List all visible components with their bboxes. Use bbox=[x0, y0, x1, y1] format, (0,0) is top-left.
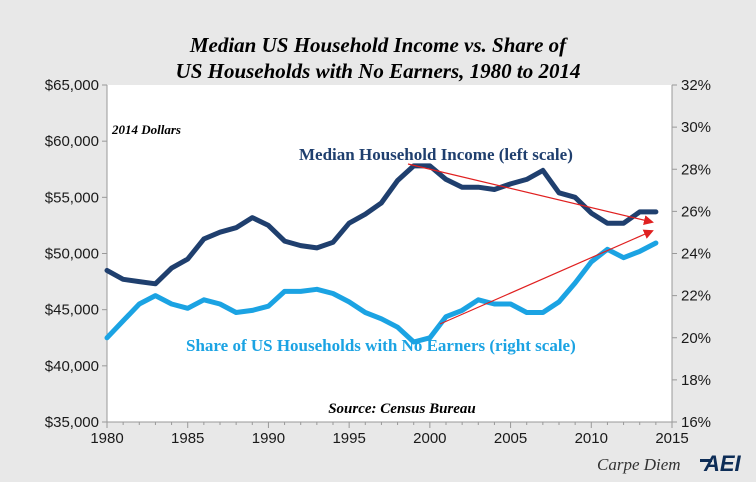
plot-area bbox=[107, 85, 672, 422]
units-note: 2014 Dollars bbox=[111, 122, 181, 137]
no-earners-trend-arrow bbox=[439, 229, 654, 325]
x-tick-label: 1985 bbox=[171, 430, 204, 447]
median-income-line bbox=[104, 163, 659, 287]
chart-title-line-2: US Households with No Earners, 1980 to 2… bbox=[176, 59, 581, 83]
x-tick-label: 2000 bbox=[413, 430, 446, 447]
left-tick-label: $35,000 bbox=[45, 414, 99, 431]
x-tick-label: 2015 bbox=[655, 430, 688, 447]
carpe-diem-footer: Carpe Diem bbox=[597, 455, 681, 474]
right-tick-label: 26% bbox=[681, 203, 711, 220]
no-earners-share-line bbox=[104, 240, 659, 345]
right-tick-label: 24% bbox=[681, 246, 711, 263]
right-tick-label: 28% bbox=[681, 161, 711, 178]
income-trend-arrow bbox=[407, 163, 654, 226]
legend-no-earners-label: Share of US Households with No Earners (… bbox=[186, 336, 576, 355]
right-tick-label: 32% bbox=[681, 77, 711, 94]
right-tick-label: 30% bbox=[681, 119, 711, 136]
x-tick-label: 2010 bbox=[575, 430, 608, 447]
right-tick-label: 18% bbox=[681, 372, 711, 389]
chart-title-line-1: Median US Household Income vs. Share of bbox=[189, 33, 568, 57]
source-note: Source: Census Bureau bbox=[328, 401, 476, 417]
left-tick-label: $50,000 bbox=[45, 246, 99, 263]
right-tick-label: 22% bbox=[681, 288, 711, 305]
left-tick-label: $60,000 bbox=[45, 133, 99, 150]
aei-logo-stripe bbox=[700, 459, 712, 462]
x-tick-label: 1980 bbox=[90, 430, 123, 447]
legend-income-label: Median Household Income (left scale) bbox=[299, 145, 573, 164]
right-tick-label: 20% bbox=[681, 330, 711, 347]
right-tick-label: 16% bbox=[681, 414, 711, 431]
x-tick-label: 1990 bbox=[252, 430, 285, 447]
left-tick-label: $65,000 bbox=[45, 77, 99, 94]
left-tick-label: $55,000 bbox=[45, 189, 99, 206]
x-tick-label: 1995 bbox=[332, 430, 365, 447]
aei-logo: AEI bbox=[703, 451, 742, 476]
left-tick-label: $40,000 bbox=[45, 358, 99, 375]
left-tick-label: $45,000 bbox=[45, 302, 99, 319]
x-tick-label: 2005 bbox=[494, 430, 527, 447]
